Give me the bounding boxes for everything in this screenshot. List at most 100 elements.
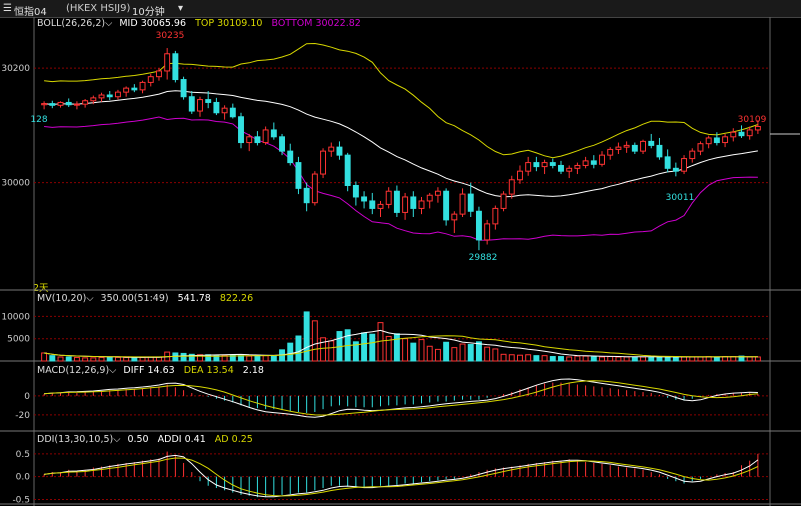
ddi-addi-label: ADDI xyxy=(157,434,182,445)
candle-body xyxy=(336,146,343,156)
volume-bar xyxy=(352,341,359,362)
volume-bar xyxy=(41,352,48,362)
boll-top-value: 30109.10 xyxy=(217,18,263,29)
candle-body xyxy=(697,143,704,152)
boll-bottom-value: 30022.82 xyxy=(315,18,361,29)
volume-bar xyxy=(402,338,409,362)
volume-bar xyxy=(270,355,277,362)
candle-body xyxy=(500,193,507,209)
volume-bar xyxy=(303,311,310,362)
macd-header: MACD(12,26,9)⌵ DIFF 14.63 DEA 13.54 2.18 xyxy=(37,365,264,376)
candle-body xyxy=(631,144,638,152)
candle-body xyxy=(205,99,212,103)
volume-bar xyxy=(106,356,113,362)
ddi-name[interactable]: DDI(13,30,10,5) xyxy=(37,434,114,445)
boll-name[interactable]: BOLL(26,26,2) xyxy=(37,18,106,29)
volume-bar xyxy=(672,356,679,362)
candle-body xyxy=(549,162,556,166)
volume-bar xyxy=(525,354,532,362)
instrument-title[interactable]: 恒指04 xyxy=(14,7,47,18)
top-toolbar: ☰ 恒指04 (HKEX HSIJ9) 10分钟 ▾ xyxy=(0,0,801,18)
volume-bar xyxy=(623,356,630,362)
volume-bar xyxy=(229,354,236,362)
candle-body xyxy=(713,137,720,144)
volume-bar xyxy=(57,356,64,362)
volume-bar xyxy=(328,340,335,362)
volume-bar xyxy=(131,356,138,362)
candle-body xyxy=(607,148,614,156)
volume-bar xyxy=(558,356,564,362)
boll-mid-value: 30065.96 xyxy=(140,18,187,29)
volume-bar xyxy=(369,333,376,362)
candle-body xyxy=(566,167,573,172)
volume-bar xyxy=(549,356,556,362)
macd-dea-value: 13.54 xyxy=(206,365,234,376)
candle-body xyxy=(164,53,171,72)
volume-bar xyxy=(287,342,294,362)
candle-body xyxy=(418,200,425,209)
candle-body xyxy=(393,190,400,213)
y-tick-label: -0.5 xyxy=(12,495,30,505)
candle-body xyxy=(730,131,737,138)
chevron-down-icon[interactable]: ⌵ xyxy=(86,293,94,304)
mv-ma20: 822.26 xyxy=(219,293,254,304)
volume-bar xyxy=(590,356,597,362)
candle-body xyxy=(287,150,294,164)
candle-body xyxy=(525,162,532,172)
candle-body xyxy=(254,136,261,144)
period-selector[interactable]: 10分钟 xyxy=(132,7,165,18)
volume-bar xyxy=(754,356,761,362)
chevron-down-icon[interactable]: ⌵ xyxy=(105,18,113,29)
candle-body xyxy=(533,162,540,168)
volume-bar xyxy=(615,356,622,362)
mv-name[interactable]: MV(10,20) xyxy=(37,293,87,304)
chevron-down-icon[interactable]: ▾ xyxy=(178,3,184,14)
ddi-ad-line xyxy=(44,457,759,497)
volume-bar xyxy=(418,339,425,362)
candle-body xyxy=(238,116,244,144)
boll-mid-line xyxy=(44,90,758,198)
volume-bar xyxy=(139,356,146,362)
chevron-down-icon[interactable]: ⌵ xyxy=(109,365,117,376)
volume-bar xyxy=(393,333,400,362)
candle-body xyxy=(139,81,146,91)
volume-bar xyxy=(385,335,392,362)
macd-diff-line xyxy=(44,378,758,418)
volume-bar xyxy=(262,355,269,362)
candle-body xyxy=(664,156,671,169)
volume-bar xyxy=(681,356,688,362)
chevron-down-icon[interactable]: ⌵ xyxy=(113,434,121,445)
candle-body xyxy=(197,99,203,112)
y-tick-label: 0 xyxy=(24,392,30,402)
boll-lower-line xyxy=(44,116,758,241)
boll-bottom-label: BOTTOM xyxy=(271,18,313,29)
volume-bar xyxy=(599,356,605,362)
menu-icon[interactable]: ☰ xyxy=(3,3,12,14)
candle-body xyxy=(369,200,376,209)
macd-dea-label: DEA xyxy=(183,365,204,376)
macd-name[interactable]: MACD(12,26,9) xyxy=(37,365,110,376)
mv-ma10: 541.78 xyxy=(177,293,211,304)
ddi-value: 0.50 xyxy=(127,434,149,445)
volume-bar xyxy=(49,355,56,362)
volume-bar xyxy=(188,353,195,362)
candle-body xyxy=(123,87,130,93)
candle-body xyxy=(582,160,589,166)
days-label: 2天 xyxy=(33,283,49,294)
candle-body xyxy=(106,94,113,98)
boll-upper-line xyxy=(44,42,759,159)
y-tick-label: 5000 xyxy=(7,335,30,345)
candle-body xyxy=(746,129,753,137)
candle-body xyxy=(221,107,228,114)
volume-bar xyxy=(426,345,433,362)
local-low-annotation: 30011 xyxy=(666,193,695,203)
volume-bar xyxy=(82,357,89,362)
candle-body xyxy=(188,96,195,112)
candle-body xyxy=(451,213,458,221)
volume-bar xyxy=(697,356,704,362)
candle-body xyxy=(279,136,285,152)
y-tick-label: -20 xyxy=(15,411,30,421)
candle-body xyxy=(73,103,80,106)
volume-bar xyxy=(73,356,80,362)
